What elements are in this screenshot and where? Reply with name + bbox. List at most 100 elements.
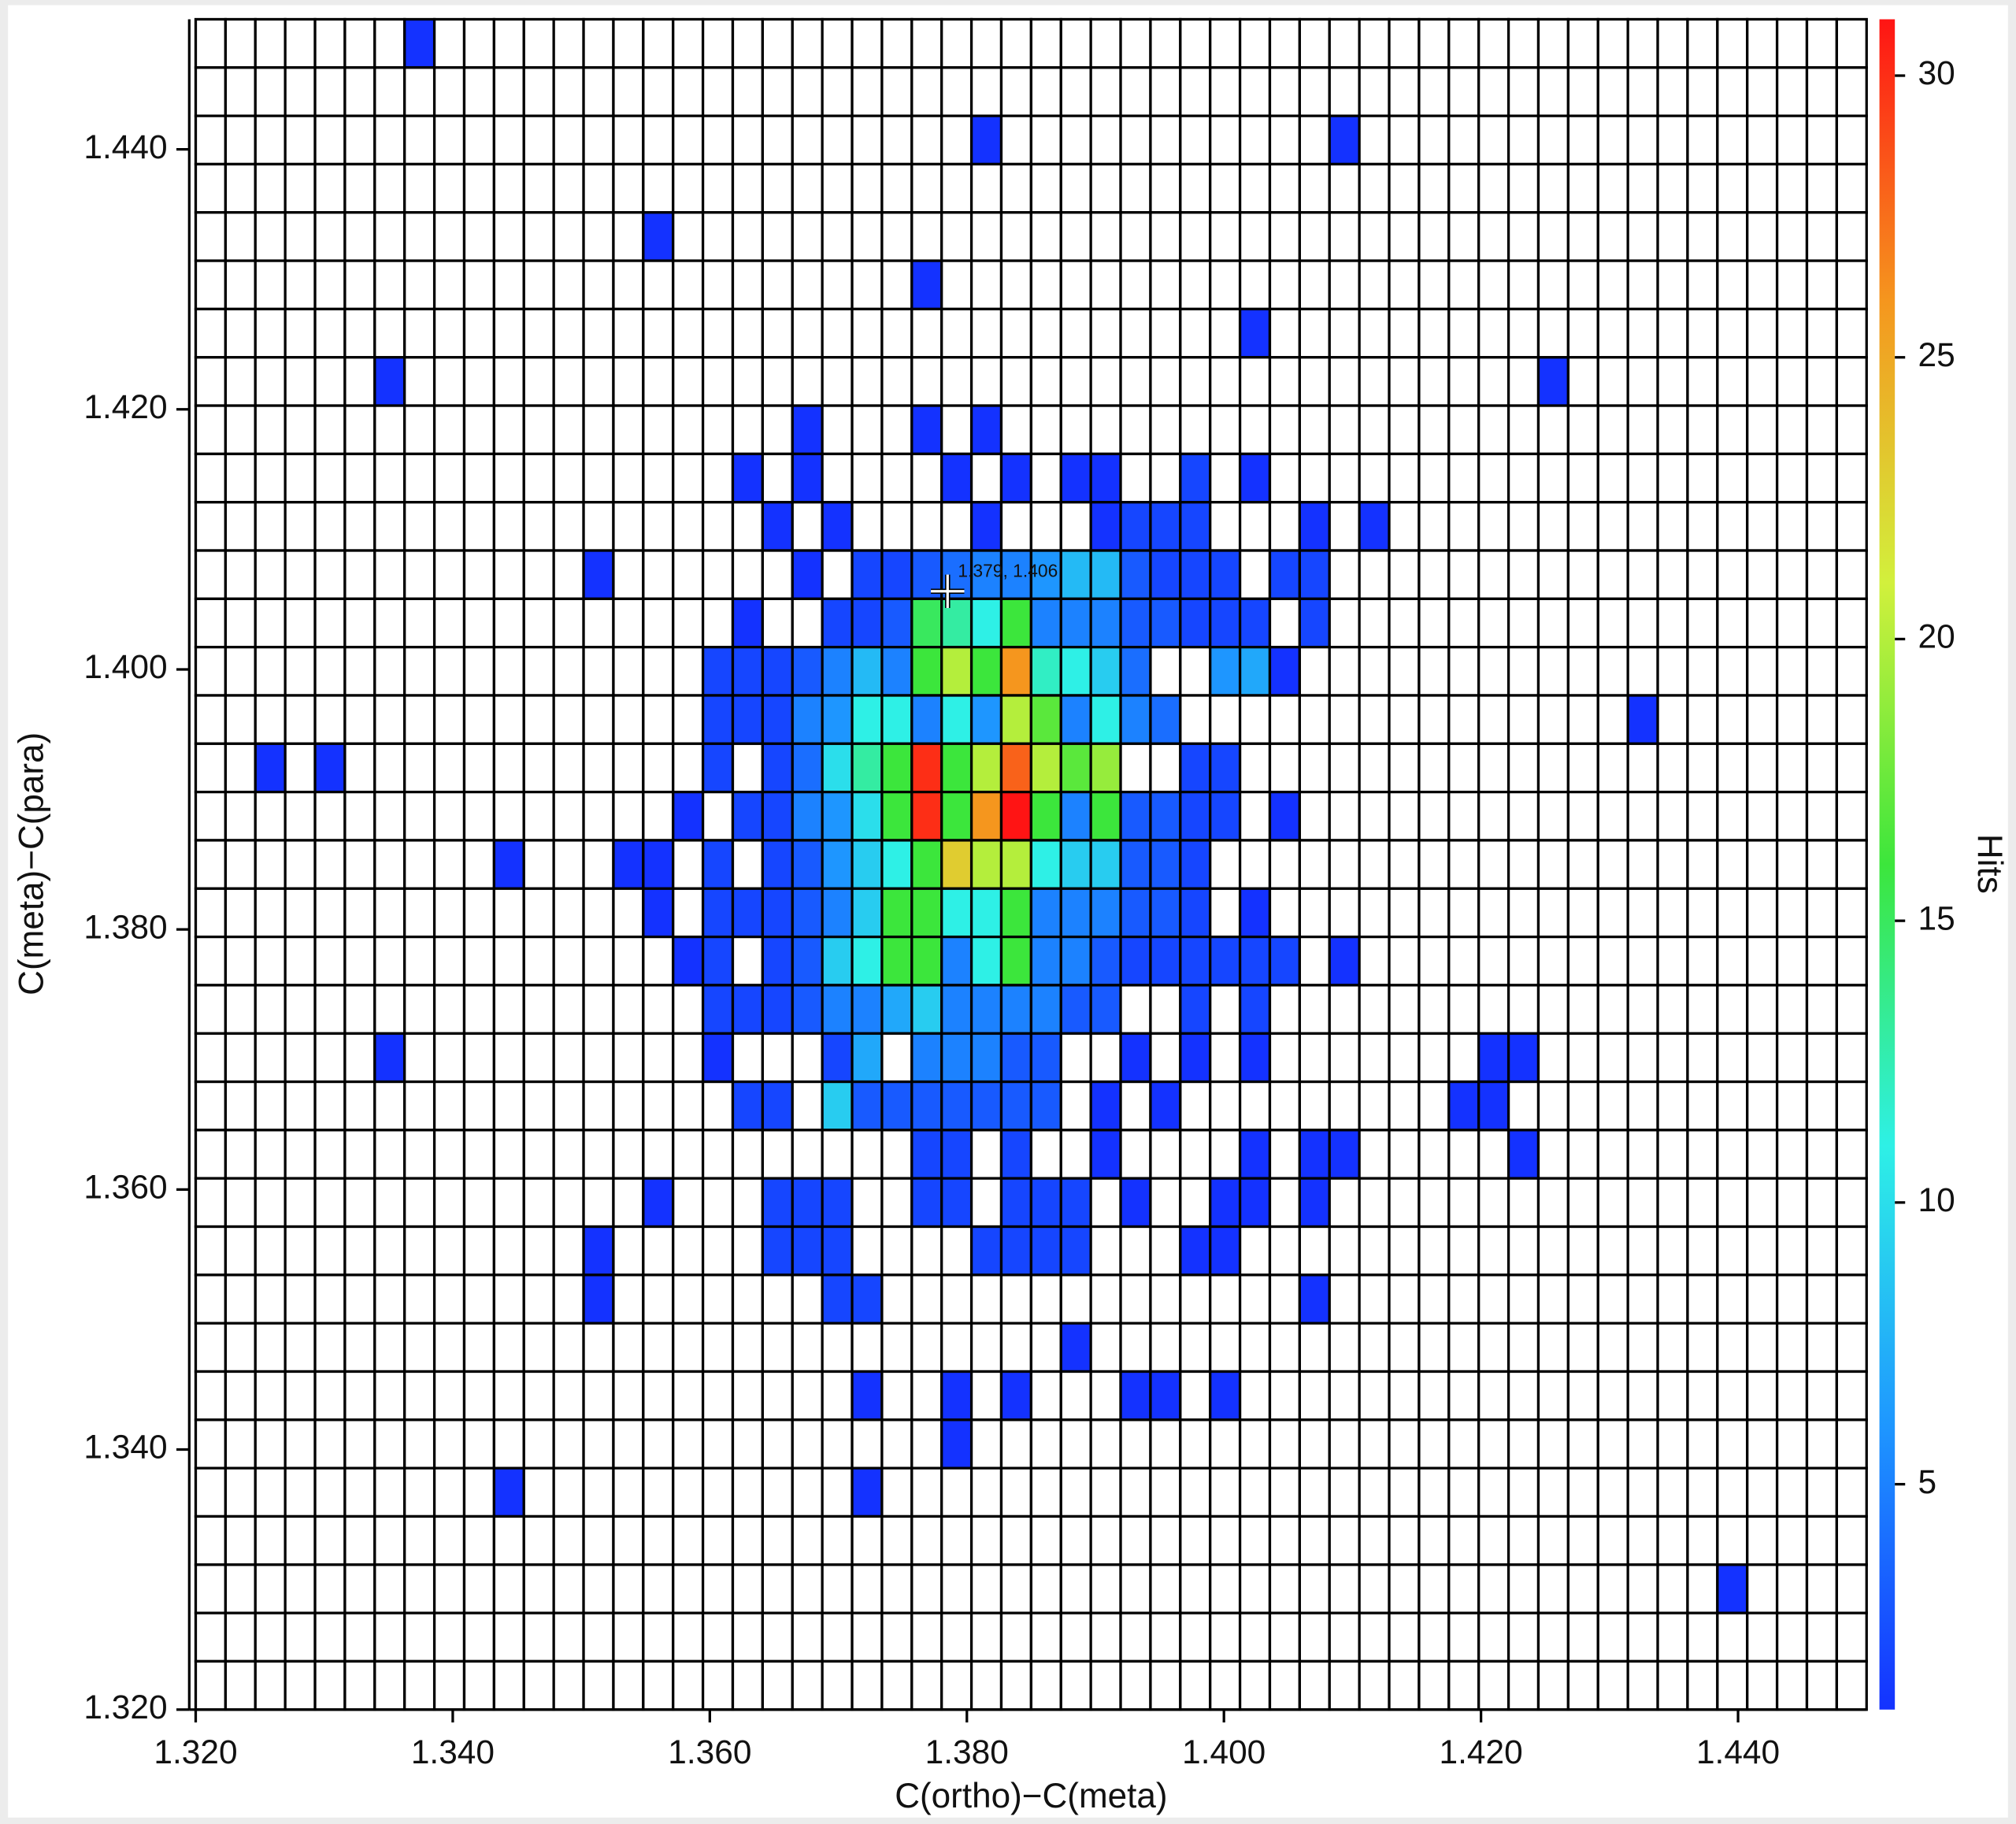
cell <box>1506 790 1540 842</box>
cell <box>1716 404 1749 456</box>
cell <box>999 887 1033 939</box>
cell <box>761 1514 794 1566</box>
cell <box>1477 501 1510 552</box>
cell <box>343 1177 376 1229</box>
cell <box>1805 1466 1839 1518</box>
cell <box>582 790 615 842</box>
cell <box>313 259 346 311</box>
cell <box>284 1080 317 1132</box>
cell <box>254 984 287 1035</box>
cell <box>254 597 287 649</box>
cell <box>432 1563 466 1615</box>
cell <box>910 742 943 794</box>
cell <box>1716 790 1749 842</box>
cell <box>701 935 735 987</box>
cell <box>1298 114 1331 166</box>
cell <box>1328 1225 1361 1277</box>
cell <box>642 1225 675 1277</box>
cell <box>1716 17 1749 69</box>
cell <box>1775 1466 1809 1518</box>
cell <box>1447 935 1480 987</box>
cell <box>1238 1032 1272 1084</box>
cell <box>821 211 854 262</box>
cell <box>1328 646 1361 697</box>
cell <box>194 404 228 456</box>
cell <box>492 501 525 552</box>
cell <box>313 1032 346 1084</box>
cell <box>1059 66 1092 117</box>
cell <box>194 1659 228 1711</box>
cell <box>373 1659 406 1711</box>
cell <box>1626 307 1659 359</box>
cell <box>761 646 794 697</box>
cell <box>999 694 1033 745</box>
cell <box>1835 1225 1868 1277</box>
cell <box>432 17 466 69</box>
cell <box>522 839 555 890</box>
cell <box>731 1080 765 1132</box>
cell <box>642 259 675 311</box>
cell <box>1358 1466 1391 1518</box>
cell <box>612 1370 645 1422</box>
cell <box>254 307 287 359</box>
cell <box>403 17 436 69</box>
cell <box>224 597 257 649</box>
cell <box>432 1370 466 1422</box>
cell <box>552 404 585 456</box>
cell <box>1418 259 1451 311</box>
cell <box>552 356 585 407</box>
cell <box>612 356 645 407</box>
cell <box>1775 1080 1809 1132</box>
y-tick-label: 1.440 <box>83 128 167 165</box>
cell <box>940 1032 973 1084</box>
cell <box>582 984 615 1035</box>
colorbar-tick-label: 30 <box>1918 54 1955 91</box>
cell <box>672 501 705 552</box>
cell <box>1328 597 1361 649</box>
cell <box>1119 597 1152 649</box>
cell <box>1089 114 1122 166</box>
cell <box>1805 1129 1839 1180</box>
cell <box>1835 887 1868 939</box>
cell <box>910 1129 943 1180</box>
cell <box>1089 162 1122 214</box>
cell <box>1149 66 1182 117</box>
cell <box>1656 1659 1689 1711</box>
cell <box>284 935 317 987</box>
cell <box>194 259 228 311</box>
cell <box>1775 211 1809 262</box>
cell <box>1119 1129 1152 1180</box>
cell <box>343 597 376 649</box>
cell <box>731 1370 765 1422</box>
cell <box>761 114 794 166</box>
cell <box>1298 1466 1331 1518</box>
cell <box>969 1177 1003 1229</box>
cell <box>1835 742 1868 794</box>
cell <box>284 790 317 842</box>
cell <box>343 1032 376 1084</box>
cell <box>1447 1225 1480 1277</box>
cell <box>969 694 1003 745</box>
cell <box>1775 1273 1809 1325</box>
cell <box>403 1032 436 1084</box>
cell <box>1805 452 1839 504</box>
cell <box>1029 17 1062 69</box>
cell <box>522 211 555 262</box>
cell <box>1536 17 1570 69</box>
cell <box>313 694 346 745</box>
cell <box>761 742 794 794</box>
cell <box>1596 1659 1629 1711</box>
cell <box>582 597 615 649</box>
cell <box>880 984 914 1035</box>
cell <box>582 307 615 359</box>
colorbar-tick-label: 15 <box>1918 899 1955 936</box>
cell <box>1775 984 1809 1035</box>
cell <box>1835 1032 1868 1084</box>
cell <box>969 1611 1003 1663</box>
cell <box>672 1322 705 1374</box>
cell <box>1119 501 1152 552</box>
cell <box>1298 1659 1331 1711</box>
cell <box>1835 1370 1868 1422</box>
cell <box>1656 1563 1689 1615</box>
cell <box>1268 742 1302 794</box>
